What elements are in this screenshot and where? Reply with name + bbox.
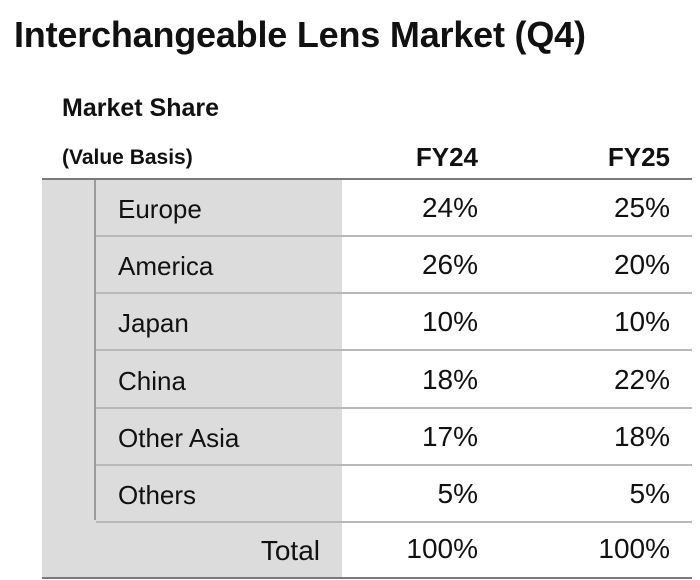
cell-fy24: 5% xyxy=(437,478,478,509)
region-bracket xyxy=(94,180,96,520)
table-row: China 18% 22% xyxy=(96,352,692,409)
row-separator xyxy=(96,235,692,237)
cell-fy25: 10% xyxy=(613,306,670,338)
column-header-fy25: FY25 xyxy=(607,142,670,172)
bottom-rule xyxy=(42,577,692,579)
table-row: Others 5% 5% xyxy=(96,466,692,523)
row-separator xyxy=(96,349,692,352)
label-panel xyxy=(42,180,342,577)
row-separator xyxy=(96,406,692,409)
chart-subtitle: Market Share xyxy=(62,94,220,122)
table-row: Europe 24% 25% xyxy=(96,180,692,237)
cell-fy25: 18% xyxy=(613,420,670,452)
chart-title: Interchangeable Lens Market (Q4) xyxy=(14,14,586,55)
total-value-fy24: 100% xyxy=(406,533,478,564)
cell-fy24: 10% xyxy=(421,306,478,338)
total-value-fy25: 100% xyxy=(598,533,670,564)
row-separator xyxy=(96,521,692,523)
row-separator xyxy=(96,292,692,295)
row-label: Other Asia xyxy=(118,422,240,453)
cell-fy24: 24% xyxy=(421,192,478,223)
cell-fy25: 22% xyxy=(613,363,670,395)
table-row: Japan 10% 10% xyxy=(96,294,692,352)
row-label: China xyxy=(118,365,186,396)
total-row: Total 100% 100% xyxy=(42,521,692,577)
table-row: America 26% 20% xyxy=(96,237,692,295)
cell-fy25: 20% xyxy=(613,249,670,281)
basis-label: (Value Basis) xyxy=(62,146,193,169)
cell-fy25: 5% xyxy=(629,478,670,509)
row-label: Others xyxy=(118,480,197,510)
total-label: Total xyxy=(260,535,320,566)
cell-fy24: 17% xyxy=(421,420,478,452)
cell-fy24: 26% xyxy=(421,249,478,281)
header-rule xyxy=(42,178,692,180)
table-row: Other Asia 17% 18% xyxy=(96,409,692,466)
row-separator xyxy=(96,463,692,466)
row-label: America xyxy=(118,251,214,282)
row-label: Europe xyxy=(118,194,202,224)
row-label: Japan xyxy=(118,308,189,339)
cell-fy24: 18% xyxy=(421,363,478,395)
cell-fy25: 25% xyxy=(613,192,670,223)
column-header-fy24: FY24 xyxy=(415,142,478,172)
